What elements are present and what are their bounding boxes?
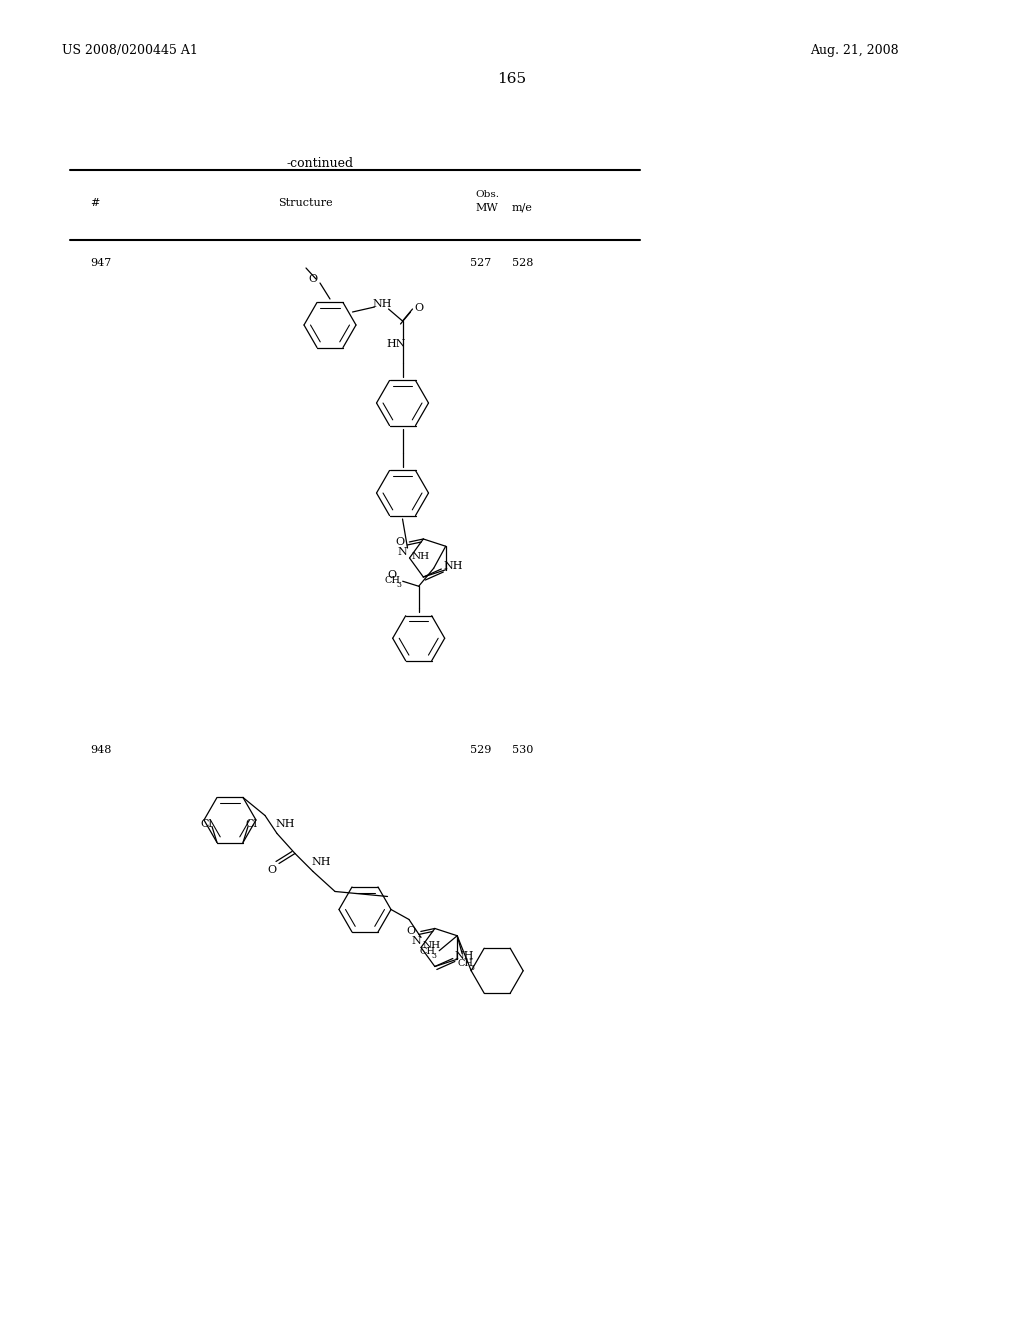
Text: O: O <box>267 866 276 875</box>
Text: O: O <box>407 927 416 936</box>
Text: Structure: Structure <box>278 198 333 209</box>
Text: 527: 527 <box>470 257 492 268</box>
Text: 165: 165 <box>498 73 526 86</box>
Text: -continued: -continued <box>287 157 353 170</box>
Text: 528: 528 <box>512 257 534 268</box>
Text: O: O <box>308 275 317 284</box>
Text: Cl: Cl <box>200 818 212 829</box>
Text: CH: CH <box>457 958 473 968</box>
Text: 3: 3 <box>431 952 436 960</box>
Text: 948: 948 <box>90 744 112 755</box>
Text: 3: 3 <box>469 964 474 972</box>
Text: NH: NH <box>423 941 441 950</box>
Text: CH: CH <box>419 946 435 956</box>
Text: O: O <box>387 570 396 579</box>
Text: CH: CH <box>385 577 400 585</box>
Text: N: N <box>411 936 421 946</box>
Text: NH: NH <box>455 950 474 961</box>
Text: 529: 529 <box>470 744 492 755</box>
Text: MW: MW <box>475 203 498 213</box>
Text: NH: NH <box>412 552 430 561</box>
Text: NH: NH <box>443 561 463 572</box>
Text: m/e: m/e <box>512 203 532 213</box>
Text: NH: NH <box>275 820 295 829</box>
Text: HN: HN <box>386 339 407 348</box>
Text: NH: NH <box>373 300 392 309</box>
Text: 947: 947 <box>90 257 112 268</box>
Text: 530: 530 <box>512 744 534 755</box>
Text: NH: NH <box>311 858 331 867</box>
Text: N: N <box>397 546 408 557</box>
Text: US 2008/0200445 A1: US 2008/0200445 A1 <box>62 44 198 57</box>
Text: Aug. 21, 2008: Aug. 21, 2008 <box>810 44 899 57</box>
Text: Obs.: Obs. <box>475 190 499 199</box>
Text: O: O <box>395 537 404 546</box>
Text: Cl: Cl <box>245 818 257 829</box>
Text: O: O <box>415 304 424 313</box>
Text: 3: 3 <box>396 581 401 589</box>
Text: #: # <box>90 198 99 209</box>
